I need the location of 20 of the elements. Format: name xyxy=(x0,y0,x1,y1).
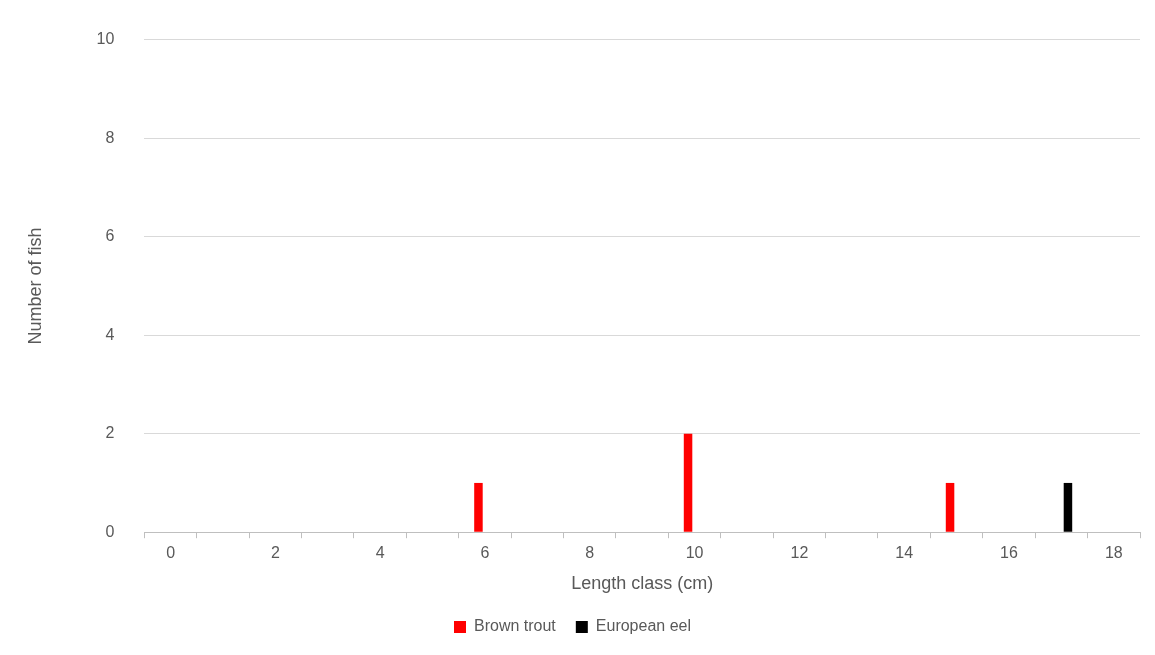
y-tick-label: 0 xyxy=(105,522,115,540)
x-tick-label: 4 xyxy=(375,544,385,562)
legend-label: Brown trout xyxy=(474,617,557,635)
x-tick-label: 0 xyxy=(166,544,176,562)
x-tick-label: 18 xyxy=(1104,544,1123,562)
y-tick-label: 2 xyxy=(105,424,115,442)
x-tick-label: 6 xyxy=(480,544,490,562)
x-tick-label: 12 xyxy=(790,544,809,562)
x-tick-label: 10 xyxy=(685,544,704,562)
x-axis-title: Length class (cm) xyxy=(571,573,714,594)
x-tick-label: 16 xyxy=(1000,544,1018,562)
y-tick-label: 8 xyxy=(105,128,115,146)
y-tick-label: 6 xyxy=(105,227,115,245)
y-axis-title: Number of fish xyxy=(24,227,45,345)
legend-label: European eel xyxy=(595,617,691,635)
y-tick-label: 10 xyxy=(96,30,115,48)
x-tick-label: 8 xyxy=(585,544,595,562)
x-tick-label: 2 xyxy=(270,544,280,562)
x-tick-label: 14 xyxy=(895,544,914,562)
y-tick-label: 4 xyxy=(105,325,115,343)
